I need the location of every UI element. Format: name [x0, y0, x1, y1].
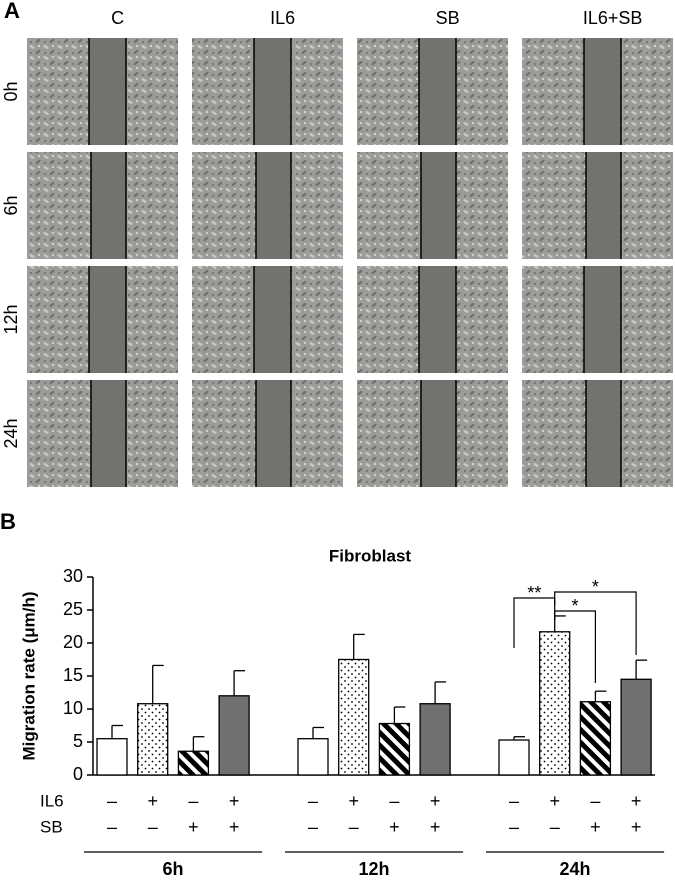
condition-mark: –	[308, 817, 318, 837]
column-label: C	[111, 8, 124, 28]
condition-mark: –	[107, 817, 117, 837]
bar	[378, 722, 411, 776]
scratch-gap	[254, 38, 291, 145]
scratch-gap	[89, 266, 126, 373]
scratch-gap	[91, 380, 126, 487]
scratch-gap	[421, 380, 456, 487]
column-label: SB	[436, 8, 460, 28]
scratch-gap	[419, 38, 456, 145]
panel-label: A	[4, 0, 20, 23]
condition-mark: +	[389, 817, 400, 837]
bar	[297, 738, 329, 776]
bar	[218, 695, 250, 776]
scratch-gap	[254, 266, 291, 373]
scratch-gap	[584, 266, 621, 373]
bar	[539, 631, 571, 776]
scratch-gap	[256, 152, 291, 259]
y-tick-label: 25	[63, 599, 83, 619]
bar	[419, 703, 451, 776]
x-tick-label: 12h	[359, 859, 390, 879]
significance-bracket	[513, 597, 556, 648]
condition-label: IL6	[40, 791, 64, 810]
bar	[177, 750, 210, 776]
significance-bracket	[554, 610, 597, 683]
condition-mark: –	[509, 791, 519, 811]
condition-mark: –	[148, 817, 158, 837]
x-tick-label: 24h	[560, 859, 591, 879]
y-axis-label: Migration rate (μm/h)	[19, 591, 38, 760]
condition-mark: +	[229, 791, 240, 811]
panel-label: B	[0, 509, 16, 534]
condition-mark: –	[188, 791, 198, 811]
y-tick-label: 0	[73, 764, 83, 784]
scratch-gap	[584, 38, 621, 145]
column-label: IL6	[270, 8, 295, 28]
bar	[620, 678, 652, 776]
condition-label: SB	[40, 817, 63, 836]
scratch-gap	[256, 380, 291, 487]
condition-mark: +	[430, 791, 441, 811]
y-tick-label: 5	[73, 731, 83, 751]
condition-mark: –	[308, 791, 318, 811]
row-label: 6h	[1, 195, 21, 215]
condition-mark: +	[147, 791, 158, 811]
condition-mark: –	[349, 817, 359, 837]
condition-mark: +	[631, 791, 642, 811]
y-tick-label: 20	[63, 632, 83, 652]
significance-label: *	[572, 596, 579, 616]
scratch-gap	[421, 152, 456, 259]
condition-mark: –	[550, 817, 560, 837]
bar	[579, 701, 612, 776]
condition-mark: +	[348, 791, 359, 811]
x-tick-label: 6h	[163, 859, 184, 879]
bar	[498, 739, 530, 776]
scratch-gap	[419, 266, 456, 373]
condition-mark: –	[509, 817, 519, 837]
condition-mark: +	[188, 817, 199, 837]
column-label: IL6+SB	[583, 8, 643, 28]
condition-mark: +	[631, 817, 642, 837]
y-tick-label: 10	[63, 698, 83, 718]
scratch-gap	[89, 38, 126, 145]
y-tick-label: 30	[63, 566, 83, 586]
row-label: 24h	[1, 418, 21, 448]
condition-mark: –	[107, 791, 117, 811]
condition-mark: –	[389, 791, 399, 811]
scratch-gap	[586, 380, 621, 487]
row-label: 0h	[1, 81, 21, 101]
condition-mark: +	[229, 817, 240, 837]
significance-bracket	[554, 591, 637, 655]
scratch-gap	[586, 152, 621, 259]
condition-mark: +	[430, 817, 441, 837]
bar	[137, 703, 169, 776]
y-tick-label: 15	[63, 665, 83, 685]
row-label: 12h	[1, 304, 21, 334]
significance-label: *	[592, 577, 599, 597]
condition-mark: –	[590, 791, 600, 811]
condition-mark: +	[549, 791, 560, 811]
condition-mark: +	[590, 817, 601, 837]
scratch-gap	[91, 152, 126, 259]
significance-label: **	[527, 583, 541, 603]
bar	[96, 738, 128, 776]
bar	[338, 658, 370, 776]
chart-title: Fibroblast	[329, 546, 412, 565]
